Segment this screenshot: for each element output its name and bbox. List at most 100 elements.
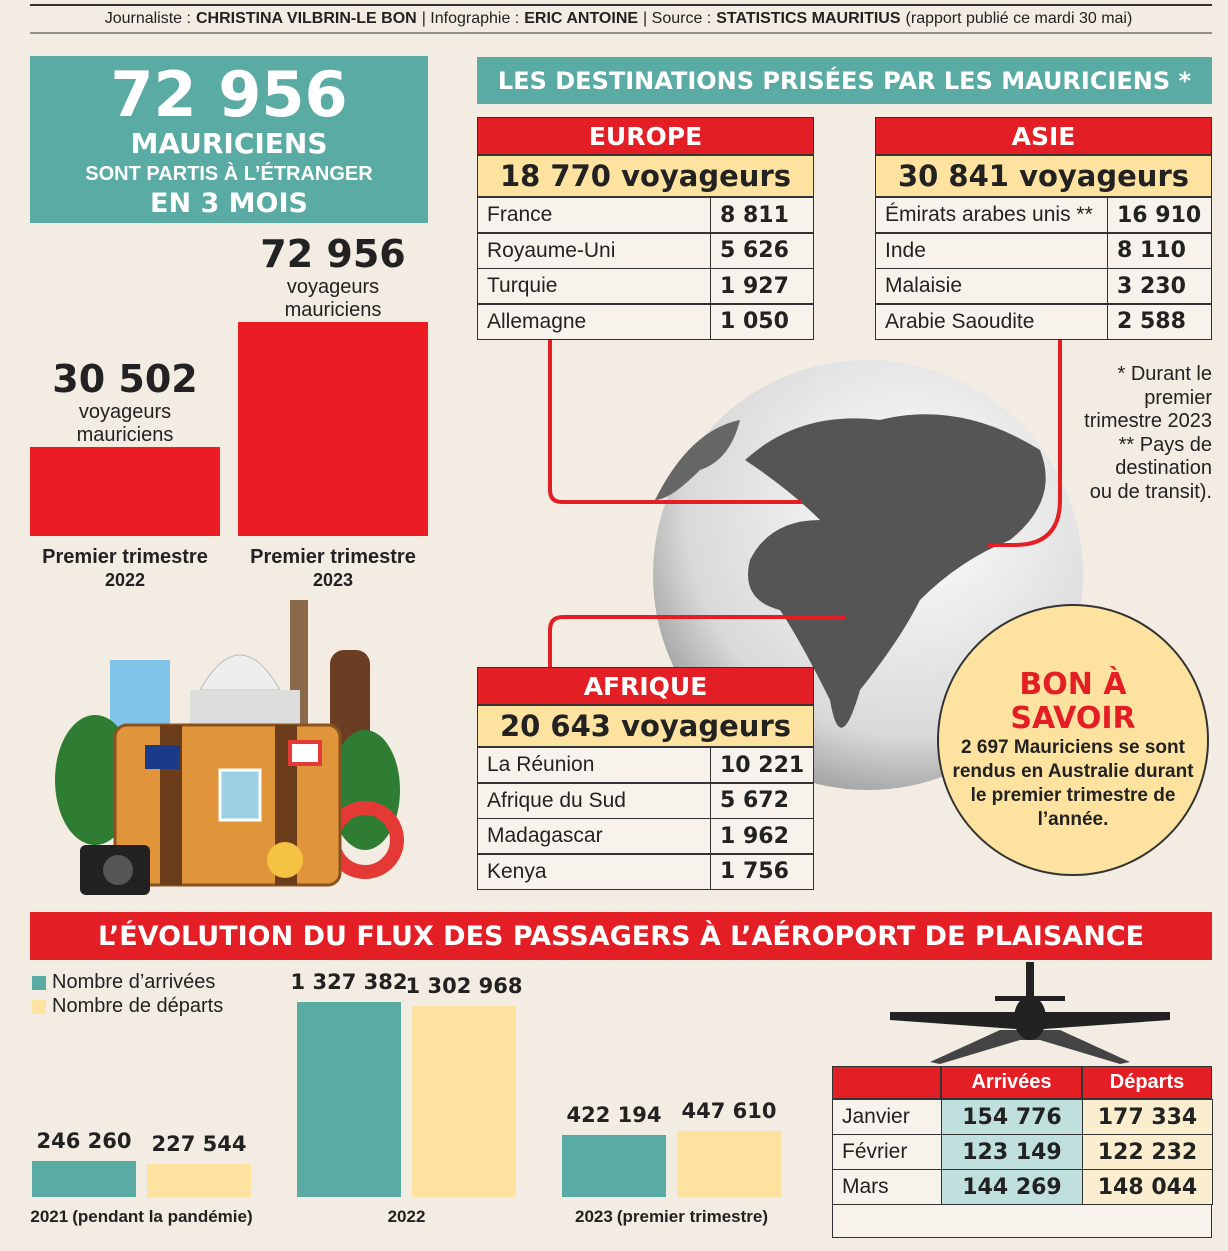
month-value: 123 149: [941, 1134, 1083, 1170]
country: Madagascar: [477, 818, 711, 854]
bar: [30, 446, 220, 536]
category-part: 2023: [575, 1207, 613, 1226]
note-line: ** Pays de: [1118, 433, 1212, 456]
value-label: 422 194: [566, 1102, 662, 1127]
category-part: 2021: [30, 1207, 69, 1226]
count: 5 672: [710, 782, 814, 819]
value-label: 246 260: [36, 1128, 132, 1153]
note-line: premier: [1144, 386, 1212, 409]
bar: [677, 1131, 781, 1197]
category-label: 2023: [312, 570, 354, 590]
note-line: ou de transit).: [1089, 480, 1212, 503]
value-label: 1 302 968: [405, 973, 523, 998]
count: 1 927: [710, 268, 814, 304]
country: Arabie Saoudite: [875, 303, 1108, 340]
category-label: Premier trimestre: [250, 546, 416, 568]
credit-part: Journaliste :: [104, 10, 191, 27]
credit-part: | Source :: [643, 10, 712, 27]
table-header: Arrivées: [941, 1066, 1082, 1099]
bon-text: 2 697 Mauriciens se sont rendus en Austr…: [952, 737, 1194, 830]
month-value: 154 776: [941, 1099, 1083, 1135]
bon-title: BON À: [1019, 667, 1127, 702]
month-value: 122 232: [1082, 1134, 1213, 1170]
value-label: 72 956: [260, 232, 406, 276]
headline-box: 72 956 MAURICIENS SONT PARTIS À L’ÉTRANG…: [30, 56, 428, 223]
suitcase-illustration: [55, 600, 404, 895]
credit-part: ERIC ANTOINE: [524, 10, 639, 27]
count: 1 050: [710, 303, 814, 340]
country: Malaisie: [875, 268, 1108, 304]
continents: [745, 414, 1046, 728]
flux-title: L’ÉVOLUTION DU FLUX DES PASSAGERS À L’AÉ…: [30, 912, 1212, 960]
headline-line: EN 3 MOIS: [150, 188, 308, 219]
category-part: 2022: [387, 1207, 426, 1226]
legend-label: Nombre d’arrivées: [52, 971, 216, 993]
credits: Journaliste : CHRISTINA VILBRIN-LE BON | I…: [30, 10, 1212, 28]
bar: [32, 1160, 136, 1197]
note-line: trimestre 2023: [1084, 410, 1212, 432]
region-total: 18 770 voyageurs: [477, 155, 814, 197]
headline-number: 72 956: [110, 58, 348, 131]
credit-part: STATISTICS MAURITIUS: [716, 10, 901, 27]
unit-label: voyageurs mauriciens: [76, 400, 174, 446]
region-name: EUROPE: [477, 117, 814, 155]
table-header: [832, 1066, 941, 1099]
bar: [297, 1002, 401, 1197]
country: Émirats arabes unis **: [875, 197, 1108, 233]
country: Kenya: [477, 853, 711, 890]
month-name: Février: [832, 1134, 942, 1170]
bon-title: SAVOIR: [1010, 701, 1136, 736]
month-name: Janvier: [832, 1099, 942, 1135]
count: 1 756: [710, 853, 814, 890]
count: 8 811: [710, 197, 814, 233]
legend-swatch: [32, 1000, 46, 1014]
category-label: 2022: [267, 1207, 546, 1227]
legend-label: Nombre de départs: [52, 995, 224, 1017]
country: Allemagne: [477, 303, 711, 340]
unit-label: voyageurs mauriciens: [284, 276, 382, 321]
bar: [562, 1134, 666, 1197]
region-total: 30 841 voyageurs: [875, 155, 1212, 197]
month-value: 148 044: [1082, 1169, 1213, 1205]
note-line: destination: [1115, 457, 1212, 479]
bar: [238, 322, 428, 536]
connectors: [548, 338, 1062, 667]
value-label: 1 327 382: [290, 970, 408, 994]
value-label: 30 502: [52, 356, 198, 401]
credit-part: CHRISTINA VILBRIN-LE BON: [195, 10, 417, 27]
legend-swatch: [32, 976, 46, 990]
region-name: ASIE: [875, 117, 1212, 155]
note-line: * Durant le: [1117, 363, 1213, 385]
table-footer: [832, 1204, 1212, 1238]
category-part: (premier trimestre): [616, 1207, 768, 1226]
month-name: Mars: [832, 1169, 942, 1205]
region-name: AFRIQUE: [477, 667, 814, 705]
headline-line: SONT PARTIS À L’ÉTRANGER: [85, 163, 373, 185]
continents: [655, 420, 740, 500]
count: 1 962: [710, 818, 814, 854]
headline-line: MAURICIENS: [130, 127, 328, 160]
destinations-title: LES DESTINATIONS PRISÉES PAR LES MAURICI…: [477, 57, 1212, 104]
country: Inde: [875, 232, 1108, 269]
month-value: 177 334: [1082, 1099, 1213, 1135]
value-label: 227 544: [151, 1131, 247, 1156]
category-label: Premier trimestre: [42, 546, 208, 568]
value-label: 447 610: [681, 1099, 777, 1124]
country: France: [477, 197, 711, 233]
count: 5 626: [710, 232, 814, 269]
count: 8 110: [1107, 232, 1212, 269]
count: 10 221: [710, 747, 814, 783]
notes: * Durant le premier trimestre 2023 ** Pays …: [1040, 363, 1212, 504]
credit-part: (rapport publié ce mardi 30 mai): [905, 10, 1133, 27]
table-header: Départs: [1082, 1066, 1212, 1099]
country: Royaume-Uni: [477, 232, 711, 269]
bon-a-savoir: BON À SAVOIR 2 697 Mauriciens se sont re…: [943, 668, 1203, 832]
category-part: (pendant la pandémie): [72, 1207, 253, 1226]
count: 2 588: [1107, 303, 1212, 340]
count: 16 910: [1107, 197, 1212, 233]
category-label: 2022: [104, 570, 146, 590]
month-value: 144 269: [941, 1169, 1083, 1205]
region-total: 20 643 voyageurs: [477, 705, 814, 747]
credit-part: | Infographie :: [421, 10, 520, 27]
